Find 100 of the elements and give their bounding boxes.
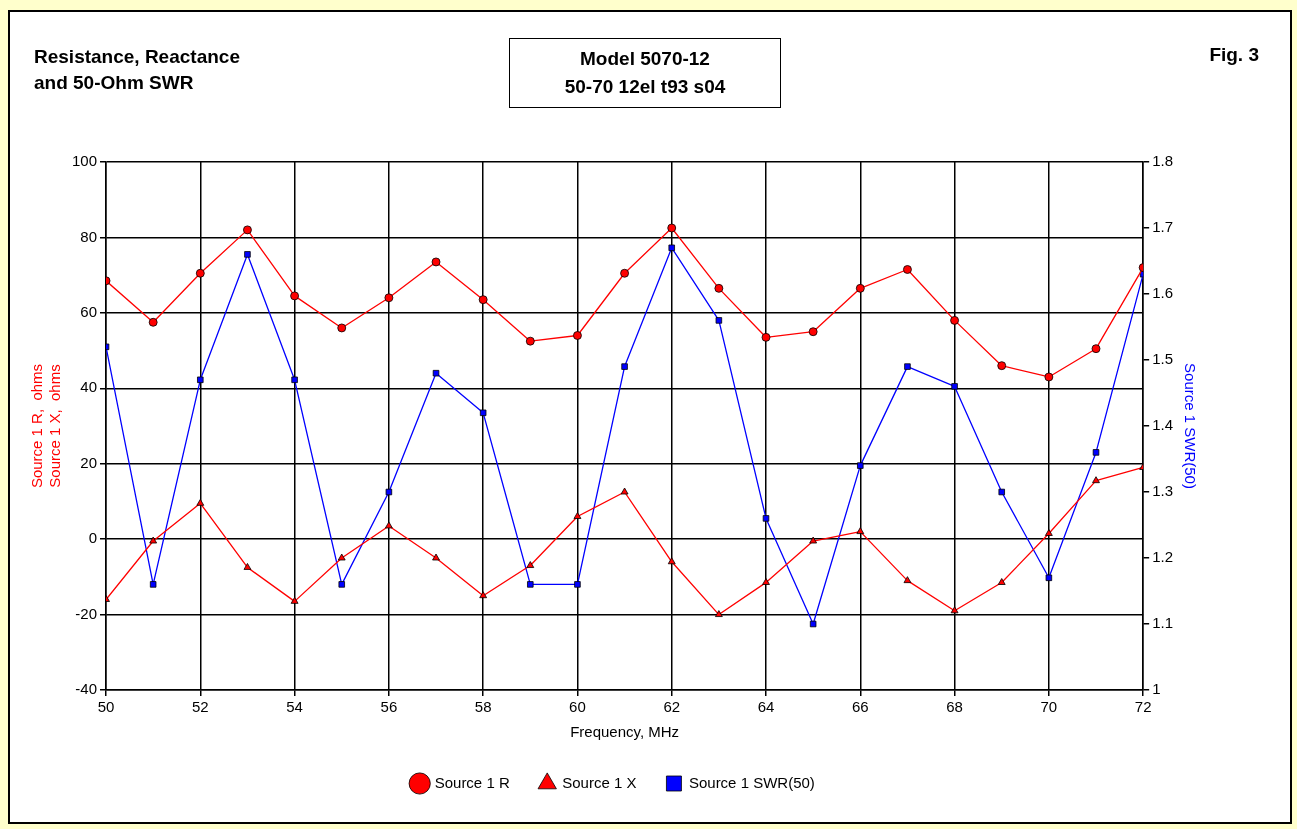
y-tick-label: -20 (75, 604, 98, 622)
y-tick-label: -40 (75, 680, 98, 698)
point (337, 323, 347, 333)
point (667, 223, 677, 233)
x-tick-label: 66 (851, 698, 869, 716)
point (290, 596, 299, 604)
x-tick-label: 50 (97, 698, 115, 716)
point (432, 369, 440, 377)
x-tick-label: 68 (946, 698, 963, 716)
x-tick-label: 62 (663, 698, 681, 716)
point (243, 225, 252, 235)
point (857, 462, 864, 469)
x-axis-title: Frequency, MHz (570, 723, 680, 741)
point (196, 498, 205, 506)
point (950, 606, 959, 614)
y-tick-label: 40 (80, 378, 98, 396)
point (195, 268, 205, 278)
point (715, 610, 723, 617)
x-tick-label: 64 (757, 698, 775, 716)
point (997, 578, 1006, 585)
point (478, 295, 488, 305)
y-tick-label: 100 (72, 152, 98, 170)
point (479, 409, 487, 417)
point (808, 327, 818, 337)
y2-tick-label: 1.4 (1152, 416, 1174, 434)
point (761, 332, 771, 342)
point (573, 512, 582, 519)
point (431, 257, 441, 267)
point (385, 488, 393, 496)
point (714, 283, 724, 293)
point (527, 581, 534, 588)
x-tick-label: 72 (1134, 698, 1152, 716)
point (620, 487, 629, 495)
point (950, 316, 959, 325)
y-tick-label: 20 (80, 453, 98, 471)
y-axis-title: Source 1 R, ohms Source 1 X, ohms (28, 363, 64, 489)
point (384, 293, 394, 303)
y2-tick-label: 1.1 (1152, 614, 1174, 632)
x-tick-label: 52 (191, 698, 209, 716)
point (809, 536, 818, 544)
y2-tick-label: 1.2 (1152, 548, 1174, 566)
y2-tick-label: 1.8 (1152, 152, 1174, 170)
point (526, 561, 535, 568)
legend-label: Source 1 X (562, 773, 637, 791)
legend-label: Source 1 R (434, 773, 510, 791)
point (1045, 529, 1053, 536)
point (573, 331, 582, 340)
point (1045, 574, 1053, 582)
y2-tick-label: 1.6 (1152, 284, 1174, 302)
caption: Fig. 3 (1209, 44, 1259, 66)
point (385, 521, 393, 529)
point (149, 581, 157, 588)
point (809, 620, 817, 628)
point (620, 268, 629, 278)
y2-tick-label: 1.3 (1152, 482, 1174, 500)
x-tick-label: 60 (569, 698, 586, 716)
point (855, 283, 865, 293)
point (668, 244, 675, 252)
point (148, 317, 158, 327)
chart-subtitle: Resistance, Reactance and 50-Ohm SWR (34, 45, 240, 95)
point (762, 578, 770, 585)
point (1092, 449, 1100, 456)
x-tick-label: 58 (474, 698, 492, 716)
point (904, 363, 911, 370)
point (432, 553, 440, 561)
y2-axis-title: Source 1 SWR(50) (1181, 363, 1199, 489)
point (338, 581, 345, 588)
y2-tick-label: 1.5 (1152, 350, 1174, 368)
y2-tick-label: 1 (1152, 680, 1161, 698)
point (951, 383, 958, 390)
point (479, 591, 488, 599)
point (149, 536, 158, 544)
y-tick-label: 60 (80, 303, 98, 320)
x-tick-label: 54 (286, 698, 303, 716)
point (197, 376, 204, 384)
point (1092, 476, 1100, 484)
x-tick-label: 70 (1040, 698, 1058, 716)
y2-tick-label: 1.7 (1152, 218, 1174, 236)
point (667, 557, 676, 565)
point (762, 515, 770, 522)
point (856, 527, 865, 534)
point (1044, 372, 1054, 382)
y-tick-label: 0 (88, 529, 98, 547)
point (525, 336, 535, 346)
point (244, 251, 251, 258)
point (1091, 344, 1101, 354)
point (903, 265, 912, 274)
y-tick-label: 80 (80, 227, 98, 245)
point (903, 576, 912, 584)
point (621, 363, 628, 370)
legend-label: Source 1 SWR(50) (688, 773, 815, 791)
point (337, 553, 346, 561)
point (243, 563, 252, 570)
chart-title: Model 5070-12 50-70 12el t93 s04 (509, 38, 781, 108)
point (997, 361, 1007, 371)
point (291, 376, 298, 384)
x-tick-label: 56 (380, 698, 398, 716)
point (998, 488, 1005, 496)
point (715, 317, 723, 324)
point (574, 581, 581, 588)
